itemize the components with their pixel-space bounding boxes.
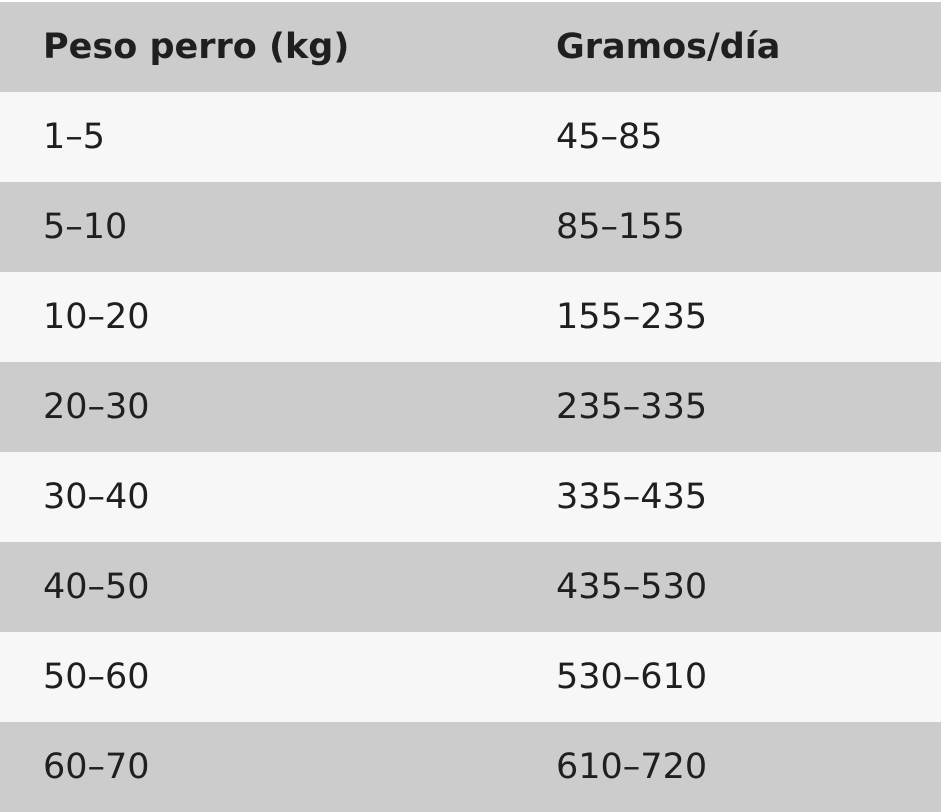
weight-cell: 5–10 [0, 182, 513, 272]
grams-cell: 45–85 [513, 92, 941, 182]
table-row: 60–70 610–720 [0, 722, 941, 812]
weight-cell: 50–60 [0, 632, 513, 722]
weight-cell: 20–30 [0, 362, 513, 452]
table-row: 20–30 235–335 [0, 362, 941, 452]
grams-cell: 435–530 [513, 542, 941, 632]
table-row: 30–40 335–435 [0, 452, 941, 542]
grams-cell: 530–610 [513, 632, 941, 722]
weight-cell: 30–40 [0, 452, 513, 542]
weight-cell: 40–50 [0, 542, 513, 632]
grams-cell: 335–435 [513, 452, 941, 542]
weight-cell: 1–5 [0, 92, 513, 182]
table-row: 50–60 530–610 [0, 632, 941, 722]
grams-cell: 610–720 [513, 722, 941, 812]
table-row: 40–50 435–530 [0, 542, 941, 632]
grams-cell: 155–235 [513, 272, 941, 362]
table-row: 10–20 155–235 [0, 272, 941, 362]
grams-cell: 85–155 [513, 182, 941, 272]
column-header-dog-weight: Peso perro (kg) [0, 2, 513, 92]
table-row: 5–10 85–155 [0, 182, 941, 272]
grams-cell: 235–335 [513, 362, 941, 452]
table-header-row: Peso perro (kg) Gramos/día [0, 2, 941, 92]
weight-cell: 10–20 [0, 272, 513, 362]
table-row: 1–5 45–85 [0, 92, 941, 182]
weight-cell: 60–70 [0, 722, 513, 812]
column-header-grams-per-day: Gramos/día [513, 2, 941, 92]
